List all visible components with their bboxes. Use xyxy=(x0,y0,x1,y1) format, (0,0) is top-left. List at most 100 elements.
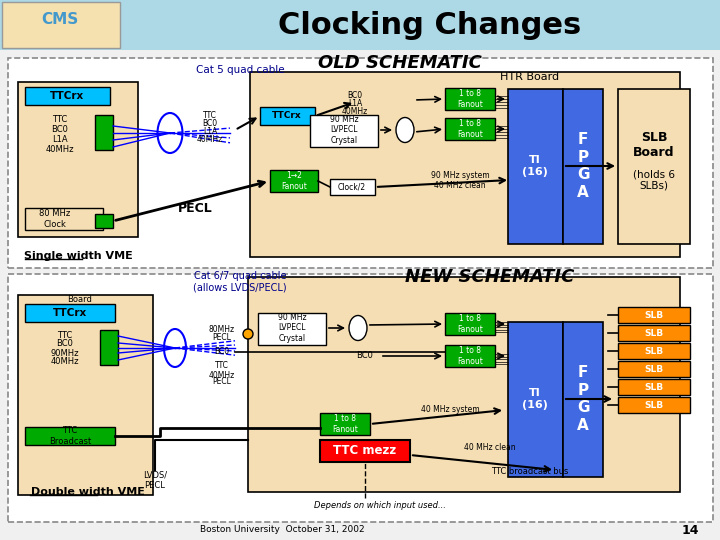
Text: BC0: BC0 xyxy=(356,350,374,360)
Text: Double width VME: Double width VME xyxy=(31,487,145,497)
Bar xyxy=(25,304,115,322)
Text: 80 MHz
Clock: 80 MHz Clock xyxy=(40,210,71,229)
Bar xyxy=(618,343,690,359)
Text: Clocking Changes: Clocking Changes xyxy=(279,10,582,39)
Text: L1A: L1A xyxy=(203,127,217,137)
Text: 90 MHz
LVPECL
Crystal: 90 MHz LVPECL Crystal xyxy=(330,115,359,145)
Ellipse shape xyxy=(396,118,414,143)
Text: BC0: BC0 xyxy=(215,348,230,356)
Text: TTCrx: TTCrx xyxy=(53,308,87,318)
Text: 1 to 8
Fanout: 1 to 8 Fanout xyxy=(457,89,483,109)
Bar xyxy=(310,115,378,147)
Ellipse shape xyxy=(349,315,367,341)
Text: BC0: BC0 xyxy=(348,91,363,99)
Text: F
P
G
A: F P G A xyxy=(577,366,589,433)
Bar xyxy=(445,118,495,140)
Bar xyxy=(25,208,103,230)
Text: PECL: PECL xyxy=(212,377,231,387)
Text: 1 to 8
Fanout: 1 to 8 Fanout xyxy=(457,346,483,366)
Bar xyxy=(0,0,720,50)
Text: 1→2
Fanout: 1→2 Fanout xyxy=(281,171,307,191)
Text: CMS: CMS xyxy=(41,12,78,28)
Text: 1 to 8
Fanout: 1 to 8 Fanout xyxy=(457,119,483,139)
Text: 1 to 8
Fanout: 1 to 8 Fanout xyxy=(457,314,483,334)
Text: Depends on which input used...: Depends on which input used... xyxy=(314,501,446,510)
Bar xyxy=(445,88,495,110)
Bar xyxy=(25,87,110,105)
Text: TTCrx: TTCrx xyxy=(50,91,84,101)
Text: SLB: SLB xyxy=(644,382,664,392)
Text: 80MHz: 80MHz xyxy=(209,326,235,334)
Text: Cat 5 quad cable: Cat 5 quad cable xyxy=(196,65,284,75)
Text: 40MHz: 40MHz xyxy=(209,370,235,380)
Bar xyxy=(320,440,410,462)
Bar xyxy=(618,307,690,323)
Bar xyxy=(8,58,713,268)
Bar xyxy=(445,313,495,335)
Bar xyxy=(258,313,326,345)
Text: Cat 6/7 quad cable
(allows LVDS/PECL): Cat 6/7 quad cable (allows LVDS/PECL) xyxy=(193,271,287,293)
Bar xyxy=(618,325,690,341)
Bar xyxy=(248,277,680,492)
Text: 90 MHz
LVPECL
Crystal: 90 MHz LVPECL Crystal xyxy=(278,313,306,343)
Text: Single width VME: Single width VME xyxy=(24,251,132,261)
Bar xyxy=(18,82,138,237)
Text: 40 MHz system: 40 MHz system xyxy=(420,406,480,415)
Text: 40MHz: 40MHz xyxy=(46,145,74,154)
Text: SLB: SLB xyxy=(644,401,664,409)
Bar xyxy=(25,427,115,445)
Text: F
P
G
A: F P G A xyxy=(577,132,589,200)
Text: Boston University  October 31, 2002: Boston University October 31, 2002 xyxy=(200,525,364,535)
Text: TTC broadcast bus: TTC broadcast bus xyxy=(491,468,569,476)
Text: SLB: SLB xyxy=(644,310,664,320)
Text: TTC
Broadcast: TTC Broadcast xyxy=(49,426,91,445)
Text: PECL: PECL xyxy=(212,333,231,341)
Text: TTC mezz: TTC mezz xyxy=(333,444,397,457)
Text: SLB: SLB xyxy=(644,328,664,338)
Text: PECL: PECL xyxy=(178,201,212,214)
Text: SLB: SLB xyxy=(644,364,664,374)
Text: 40MHz: 40MHz xyxy=(50,357,79,367)
Text: TTC: TTC xyxy=(215,361,229,369)
Text: Clock/2: Clock/2 xyxy=(338,183,366,192)
Text: 40 MHz clean: 40 MHz clean xyxy=(464,443,516,453)
Text: SLB: SLB xyxy=(644,347,664,355)
Text: NEW SCHEMATIC: NEW SCHEMATIC xyxy=(405,268,575,286)
Bar xyxy=(2,2,120,48)
Bar xyxy=(618,397,690,413)
Bar xyxy=(330,179,375,195)
Text: Board: Board xyxy=(68,295,92,305)
Bar xyxy=(95,214,113,228)
Text: 90MHz: 90MHz xyxy=(50,348,79,357)
Text: SLB
Board: SLB Board xyxy=(634,131,675,159)
Text: OLD SCHEMATIC: OLD SCHEMATIC xyxy=(318,54,482,72)
Bar xyxy=(270,170,318,192)
Circle shape xyxy=(243,329,253,339)
Text: 14: 14 xyxy=(681,523,698,537)
Bar xyxy=(100,330,118,365)
Bar xyxy=(320,413,370,435)
Bar xyxy=(563,322,603,477)
Text: HTR Board: HTR Board xyxy=(500,72,559,82)
Text: BC0: BC0 xyxy=(202,119,217,129)
Bar xyxy=(618,89,690,244)
Bar xyxy=(618,379,690,395)
Bar xyxy=(8,274,713,522)
Bar xyxy=(250,72,680,257)
Text: 1 to 8
Fanout: 1 to 8 Fanout xyxy=(332,414,358,434)
Bar xyxy=(18,295,153,495)
Bar xyxy=(618,361,690,377)
Text: TTC: TTC xyxy=(58,330,73,340)
Text: 90 MHz system: 90 MHz system xyxy=(431,171,490,179)
Bar xyxy=(508,322,563,477)
Text: 40MHz: 40MHz xyxy=(342,106,368,116)
Text: TTC: TTC xyxy=(53,116,68,125)
Text: L1A: L1A xyxy=(52,136,68,145)
Text: L1A: L1A xyxy=(348,98,362,107)
Text: TTCrx: TTCrx xyxy=(272,111,302,120)
Text: 40 MHz clean: 40 MHz clean xyxy=(434,180,486,190)
Text: (holds 6
SLBs): (holds 6 SLBs) xyxy=(633,169,675,191)
Text: 40MHz: 40MHz xyxy=(197,136,223,145)
Bar xyxy=(563,89,603,244)
Bar xyxy=(260,107,315,125)
